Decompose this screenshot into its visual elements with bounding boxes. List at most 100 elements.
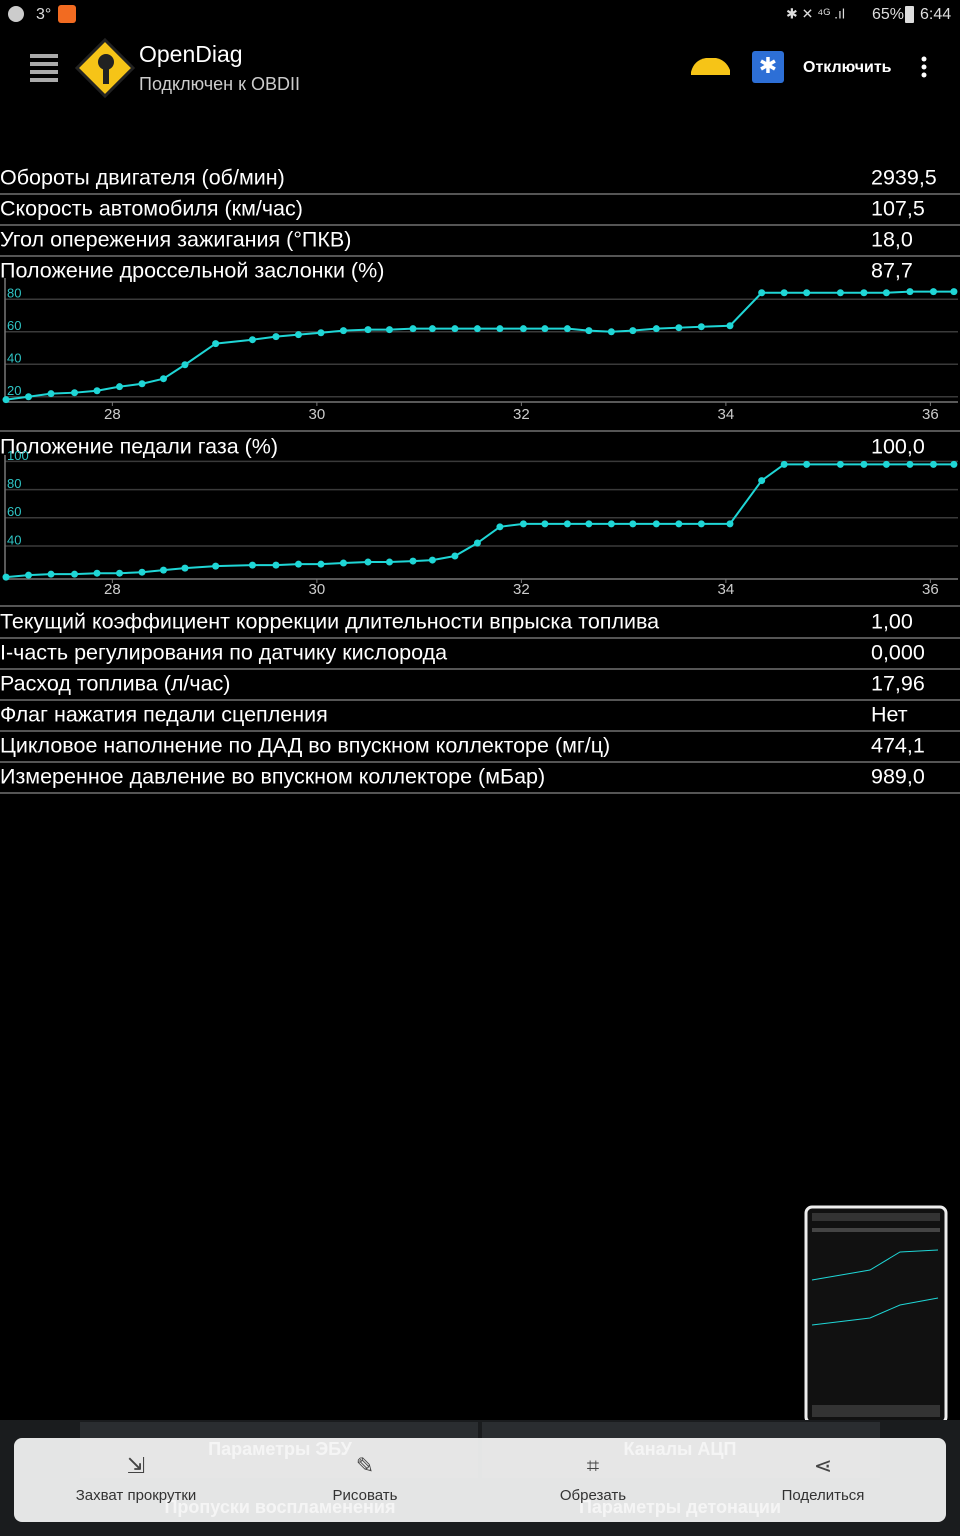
data-point xyxy=(159,566,167,574)
data-point xyxy=(607,520,615,528)
data-point xyxy=(93,387,101,395)
data-point xyxy=(339,327,347,335)
data-point xyxy=(294,560,302,568)
data-point xyxy=(25,571,33,579)
param-name: Скорость автомобиля (км/час) xyxy=(0,197,303,221)
data-point xyxy=(385,326,393,334)
data-point xyxy=(212,340,220,348)
data-point xyxy=(758,289,766,297)
param-name: I-часть регулирования по датчику кислоро… xyxy=(0,641,447,665)
disconnect-button[interactable]: Отключить xyxy=(803,59,892,76)
x-tick-label: 34 xyxy=(718,406,735,423)
data-point xyxy=(385,558,393,566)
data-point xyxy=(2,573,10,581)
data-point xyxy=(882,289,890,297)
toolbar-icon: ✎ xyxy=(356,1453,374,1478)
data-point xyxy=(836,460,844,468)
data-point xyxy=(451,325,459,333)
x-tick-label: 32 xyxy=(513,581,530,598)
data-line xyxy=(5,290,954,401)
status-temp: 3° xyxy=(36,6,51,23)
data-point xyxy=(758,477,766,485)
data-point xyxy=(71,389,79,397)
data-point xyxy=(860,289,868,297)
y-tick-label: 60 xyxy=(7,318,21,333)
data-point xyxy=(929,288,937,296)
data-point xyxy=(181,361,189,369)
x-tick-label: 28 xyxy=(104,581,121,598)
data-point xyxy=(906,460,914,468)
data-point xyxy=(428,556,436,564)
bluetooth-icon[interactable] xyxy=(752,51,784,83)
bluetooth-glyph: ✱ xyxy=(759,53,777,78)
data-point xyxy=(906,288,914,296)
data-point xyxy=(272,561,280,569)
toolbar-icon: ⇲ xyxy=(127,1453,145,1478)
data-point xyxy=(317,329,325,337)
data-point xyxy=(929,460,937,468)
data-point xyxy=(563,325,571,333)
data-point xyxy=(116,569,124,577)
data-point xyxy=(2,396,10,404)
data-point xyxy=(541,325,549,333)
data-line xyxy=(5,463,954,579)
toolbar-button[interactable]: Рисовать xyxy=(333,1487,398,1504)
data-point xyxy=(803,460,811,468)
data-point xyxy=(860,460,868,468)
param-value: 474,1 xyxy=(871,734,925,758)
data-point xyxy=(882,460,890,468)
overflow-menu[interactable] xyxy=(921,56,927,78)
param-value: 2939,5 xyxy=(871,166,937,190)
param-value: 107,5 xyxy=(871,197,925,221)
toolbar-button[interactable]: Захват прокрутки xyxy=(76,1487,197,1504)
app-subtitle: Подключен к OBDII xyxy=(139,74,300,94)
param-name: Угол опережения зажигания (°ПКВ) xyxy=(0,228,351,252)
data-point xyxy=(451,552,459,560)
param-name: Обороты двигателя (об/мин) xyxy=(0,166,285,190)
y-tick-label: 80 xyxy=(7,476,21,491)
app-title: OpenDiag xyxy=(139,41,243,67)
data-point xyxy=(675,520,683,528)
car-icon[interactable] xyxy=(691,58,730,75)
data-point xyxy=(541,520,549,528)
toolbar-button[interactable]: Обрезать xyxy=(560,1487,626,1504)
data-point xyxy=(519,325,527,333)
status-icon xyxy=(8,6,24,22)
data-point xyxy=(47,570,55,578)
param-name: Цикловое наполнение по ДАД во впускном к… xyxy=(0,734,610,758)
toolbar-button[interactable]: Поделиться xyxy=(782,1487,865,1504)
y-tick-label: 80 xyxy=(7,286,21,301)
data-point xyxy=(496,523,504,531)
data-point xyxy=(71,570,79,578)
data-point xyxy=(629,327,637,335)
param-value: 0,000 xyxy=(871,641,925,665)
data-point xyxy=(47,390,55,398)
data-point xyxy=(364,558,372,566)
data-point xyxy=(93,569,101,577)
data-point xyxy=(585,520,593,528)
capture-toolbar xyxy=(14,1438,946,1522)
data-point xyxy=(697,520,705,528)
data-point xyxy=(697,323,705,331)
x-tick-label: 36 xyxy=(922,581,939,598)
param-value: Нет xyxy=(871,703,908,727)
data-point xyxy=(272,333,280,341)
x-tick-label: 32 xyxy=(513,406,530,423)
data-point xyxy=(652,520,660,528)
data-point xyxy=(585,327,593,335)
data-point xyxy=(428,325,436,333)
data-point xyxy=(563,520,571,528)
data-point xyxy=(409,557,417,565)
data-point xyxy=(473,539,481,547)
data-point xyxy=(675,324,683,332)
x-tick-label: 30 xyxy=(309,406,326,423)
screenshot-preview[interactable] xyxy=(804,1205,948,1425)
x-tick-label: 34 xyxy=(718,581,735,598)
data-point xyxy=(181,564,189,572)
menu-button[interactable] xyxy=(30,54,58,82)
param-value: 989,0 xyxy=(871,765,925,789)
y-tick-label: 40 xyxy=(7,532,21,547)
data-point xyxy=(25,393,33,401)
